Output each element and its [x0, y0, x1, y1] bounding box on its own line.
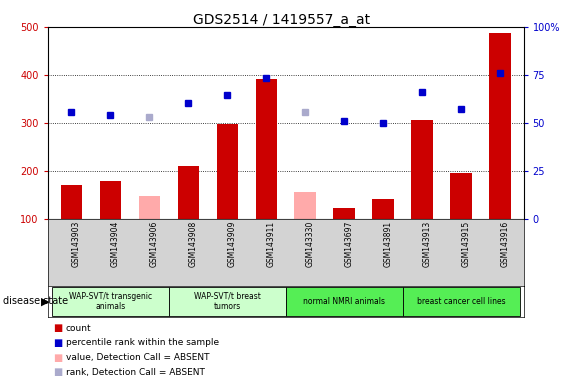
- Bar: [177, 166, 199, 219]
- Text: GSM143891: GSM143891: [383, 221, 392, 267]
- Text: GSM143913: GSM143913: [422, 221, 431, 267]
- Text: count: count: [66, 324, 92, 333]
- Text: GSM143909: GSM143909: [227, 221, 236, 267]
- Bar: [333, 208, 355, 219]
- Bar: [138, 196, 160, 219]
- Text: WAP-SVT/t breast
tumors: WAP-SVT/t breast tumors: [194, 292, 261, 311]
- Bar: [294, 192, 316, 219]
- Bar: [52, 287, 169, 316]
- Text: normal NMRI animals: normal NMRI animals: [303, 297, 385, 306]
- Bar: [412, 121, 433, 219]
- Text: ▶: ▶: [41, 296, 50, 306]
- Text: GDS2514 / 1419557_a_at: GDS2514 / 1419557_a_at: [193, 13, 370, 27]
- Text: GSM143911: GSM143911: [266, 221, 275, 267]
- Text: ■: ■: [53, 353, 62, 362]
- Text: disease state: disease state: [3, 296, 68, 306]
- Bar: [489, 33, 511, 219]
- Bar: [61, 185, 82, 219]
- Bar: [403, 287, 520, 316]
- Text: percentile rank within the sample: percentile rank within the sample: [66, 338, 219, 348]
- Text: WAP-SVT/t transgenic
animals: WAP-SVT/t transgenic animals: [69, 292, 152, 311]
- Text: ■: ■: [53, 367, 62, 377]
- Bar: [373, 199, 394, 219]
- Bar: [450, 173, 472, 219]
- Text: GSM143697: GSM143697: [344, 221, 353, 267]
- Text: GSM143908: GSM143908: [188, 221, 197, 267]
- Text: GSM143915: GSM143915: [461, 221, 470, 267]
- Bar: [100, 182, 121, 219]
- Text: ■: ■: [53, 323, 62, 333]
- Text: GSM143330: GSM143330: [305, 221, 314, 267]
- Bar: [217, 124, 238, 219]
- Text: breast cancer cell lines: breast cancer cell lines: [417, 297, 506, 306]
- Bar: [169, 287, 285, 316]
- Text: GSM143904: GSM143904: [110, 221, 119, 267]
- Text: value, Detection Call = ABSENT: value, Detection Call = ABSENT: [66, 353, 209, 362]
- Bar: [285, 287, 403, 316]
- Bar: [256, 79, 277, 219]
- Text: ■: ■: [53, 338, 62, 348]
- Text: GSM143906: GSM143906: [149, 221, 158, 267]
- Text: GSM143916: GSM143916: [500, 221, 509, 267]
- Text: rank, Detection Call = ABSENT: rank, Detection Call = ABSENT: [66, 367, 205, 377]
- Text: GSM143903: GSM143903: [72, 221, 81, 267]
